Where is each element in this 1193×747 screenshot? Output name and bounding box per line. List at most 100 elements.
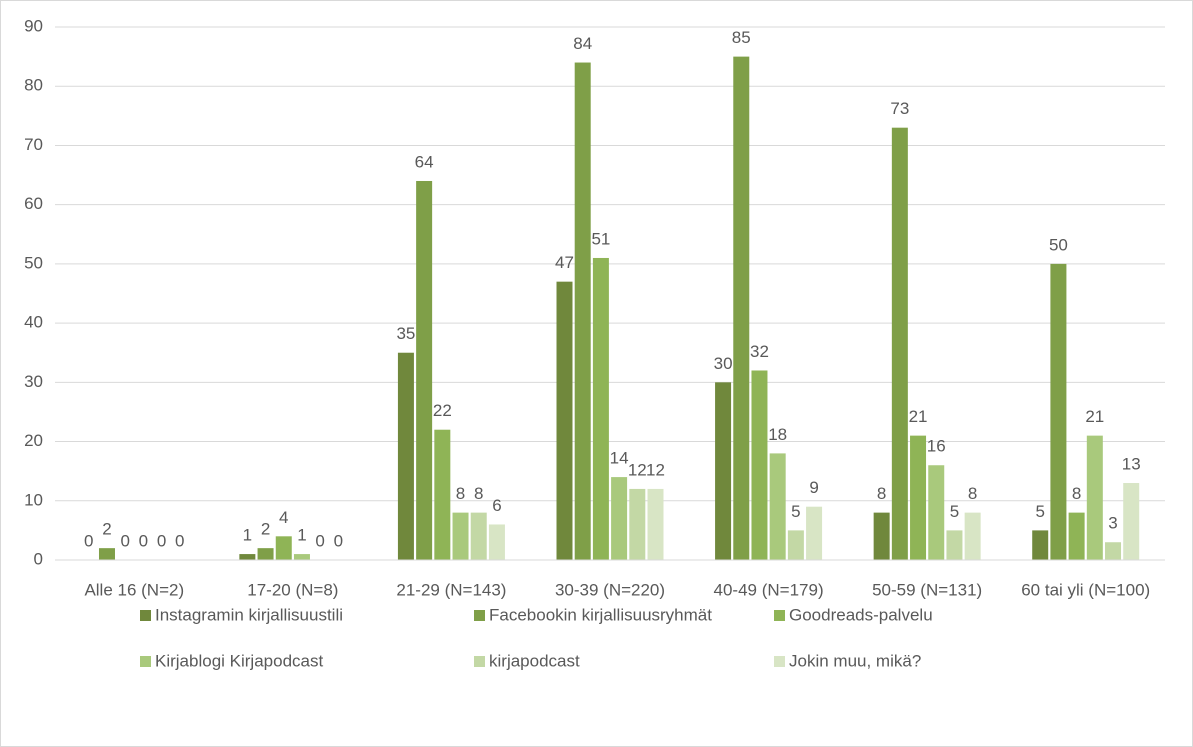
bar (1086, 435, 1103, 560)
bar (275, 536, 292, 560)
bar (647, 488, 664, 560)
data-label: 32 (750, 342, 769, 361)
bar (769, 453, 786, 560)
data-label: 84 (573, 34, 592, 53)
bar (891, 127, 908, 560)
bar (806, 506, 823, 560)
bar (239, 554, 256, 560)
x-tick-label: 40-49 (N=179) (714, 580, 824, 599)
bar (1050, 263, 1067, 560)
data-label: 8 (1072, 484, 1081, 503)
x-tick-label: 17-20 (N=8) (247, 580, 338, 599)
data-label: 9 (809, 478, 818, 497)
data-label: 22 (433, 401, 452, 420)
bar (1068, 512, 1085, 560)
legend-swatch (474, 656, 485, 667)
data-label: 3 (1108, 514, 1117, 533)
bar (873, 512, 890, 560)
bar (910, 435, 927, 560)
data-label: 0 (120, 531, 129, 550)
bar (574, 62, 591, 561)
y-tick-label: 80 (24, 76, 43, 95)
legend-label: Instagramin kirjallisuustili (155, 605, 343, 624)
data-label: 50 (1049, 235, 1068, 254)
x-tick-label: Alle 16 (N=2) (84, 580, 184, 599)
data-label: 0 (175, 531, 184, 550)
data-label: 8 (456, 484, 465, 503)
data-label: 85 (732, 28, 751, 47)
data-label: 8 (968, 484, 977, 503)
data-label: 0 (157, 531, 166, 550)
bar (946, 530, 963, 560)
bar (470, 512, 487, 560)
legend-swatch (774, 610, 785, 621)
bar (733, 56, 750, 560)
data-label: 1 (243, 526, 252, 545)
data-label: 51 (591, 229, 610, 248)
data-label: 12 (628, 460, 647, 479)
y-tick-label: 0 (34, 549, 43, 568)
x-tick-label: 21-29 (N=143) (396, 580, 506, 599)
bar (397, 352, 414, 560)
data-label: 5 (950, 502, 959, 521)
data-label: 2 (261, 520, 270, 539)
y-tick-label: 60 (24, 194, 43, 213)
x-tick-label: 30-39 (N=220) (555, 580, 665, 599)
y-tick-label: 10 (24, 490, 43, 509)
bar (964, 512, 981, 560)
data-label: 0 (315, 531, 324, 550)
bar (488, 524, 505, 560)
data-label: 5 (791, 502, 800, 521)
data-label: 35 (396, 324, 415, 343)
data-label: 21 (909, 407, 928, 426)
y-tick-label: 40 (24, 313, 43, 332)
y-tick-label: 50 (24, 253, 43, 272)
legend-swatch (474, 610, 485, 621)
bar (434, 429, 451, 560)
data-label: 18 (768, 425, 787, 444)
data-label: 0 (84, 531, 93, 550)
data-label: 0 (139, 531, 148, 550)
bar (928, 465, 945, 560)
x-tick-label: 60 tai yli (N=100) (1021, 580, 1150, 599)
data-label: 0 (334, 531, 343, 550)
y-tick-label: 70 (24, 135, 43, 154)
legend-label: kirjapodcast (489, 651, 580, 670)
y-tick-label: 30 (24, 372, 43, 391)
x-tick-label: 50-59 (N=131) (872, 580, 982, 599)
data-label: 4 (279, 508, 288, 527)
bar (592, 257, 609, 560)
data-label: 8 (474, 484, 483, 503)
data-label: 14 (610, 449, 629, 468)
data-label: 5 (1035, 502, 1044, 521)
bar (257, 548, 274, 560)
bar (1032, 530, 1049, 560)
legend-label: Kirjablogi Kirjapodcast (155, 651, 323, 670)
bar (787, 530, 804, 560)
legend-label: Jokin muu, mikä? (789, 651, 921, 670)
bar (715, 382, 732, 560)
legend-label: Facebookin kirjallisuusryhmät (489, 605, 712, 624)
data-label: 47 (555, 253, 574, 272)
data-label: 64 (415, 152, 434, 171)
bar (629, 488, 646, 560)
legend-swatch (140, 610, 151, 621)
data-label: 2 (102, 520, 111, 539)
data-label: 73 (890, 99, 909, 118)
y-tick-label: 20 (24, 431, 43, 450)
data-label: 16 (927, 437, 946, 456)
data-label: 30 (714, 354, 733, 373)
bar (416, 180, 433, 560)
data-label: 1 (297, 526, 306, 545)
data-label: 8 (877, 484, 886, 503)
data-label: 12 (646, 460, 665, 479)
y-tick-label: 90 (24, 16, 43, 35)
bar (98, 548, 115, 560)
legend-swatch (774, 656, 785, 667)
legend-label: Goodreads-palvelu (789, 605, 933, 624)
bar (452, 512, 469, 560)
bar (1123, 483, 1140, 560)
data-label: 21 (1085, 407, 1104, 426)
data-label: 13 (1122, 454, 1141, 473)
